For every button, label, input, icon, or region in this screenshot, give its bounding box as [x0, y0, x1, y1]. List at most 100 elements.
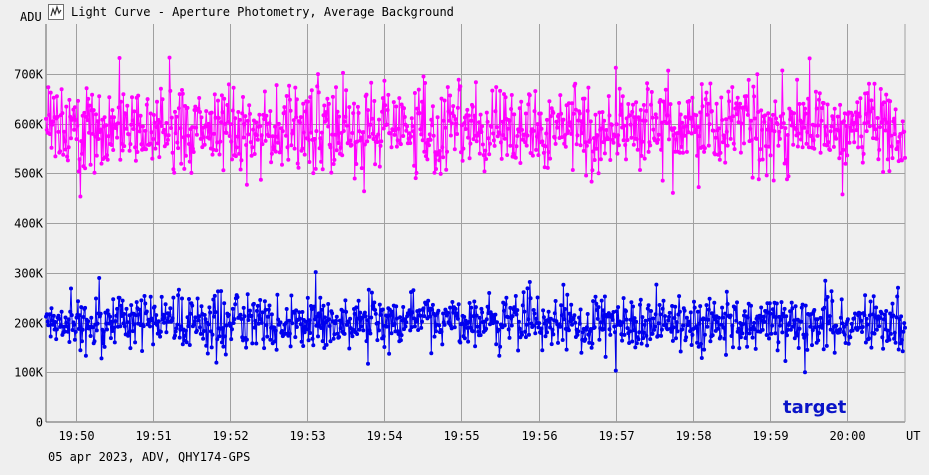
data-point — [624, 157, 628, 162]
data-point — [547, 99, 552, 104]
data-point — [725, 302, 730, 306]
data-point — [83, 305, 88, 310]
data-point — [198, 136, 203, 141]
data-point — [684, 335, 689, 340]
data-point — [665, 113, 670, 118]
data-point — [788, 117, 793, 122]
data-point — [335, 109, 340, 114]
data-point — [724, 289, 729, 294]
data-point — [670, 338, 675, 343]
data-point — [204, 343, 209, 348]
legend-label-target: target — [783, 397, 847, 418]
data-point — [458, 84, 463, 89]
data-point — [443, 125, 448, 130]
data-point — [770, 323, 775, 328]
data-point — [270, 134, 275, 139]
data-point — [736, 326, 741, 331]
data-point — [153, 146, 158, 151]
data-point — [721, 325, 726, 330]
data-point — [466, 113, 471, 118]
data-point — [334, 85, 338, 90]
data-point — [687, 99, 692, 103]
data-point — [341, 129, 346, 133]
data-point — [213, 115, 218, 120]
data-point — [284, 307, 289, 311]
data-point — [520, 303, 525, 308]
data-point — [718, 150, 723, 155]
data-point — [241, 135, 246, 140]
data-point — [342, 331, 347, 336]
data-point — [505, 153, 510, 157]
data-point — [784, 314, 789, 319]
data-point — [654, 115, 659, 120]
data-point — [140, 349, 145, 353]
data-point — [550, 327, 555, 332]
data-point — [785, 333, 789, 338]
data-point — [462, 121, 467, 126]
data-point — [141, 324, 146, 329]
data-point — [525, 133, 530, 138]
data-point — [578, 307, 583, 312]
data-point — [361, 328, 366, 333]
data-point — [548, 114, 553, 119]
data-point — [220, 326, 225, 331]
data-point — [884, 309, 889, 313]
data-point — [117, 295, 122, 300]
data-point — [756, 110, 761, 114]
data-point — [378, 312, 383, 317]
data-point — [637, 330, 642, 335]
data-point — [616, 143, 621, 148]
data-point — [849, 321, 854, 326]
data-point — [484, 157, 489, 161]
data-point — [558, 324, 563, 329]
data-point — [613, 368, 618, 373]
data-point — [501, 133, 506, 138]
data-point — [694, 324, 699, 329]
data-point — [896, 347, 901, 352]
data-point — [615, 151, 620, 156]
data-point — [301, 130, 306, 135]
data-point — [316, 72, 320, 77]
data-point — [598, 157, 603, 162]
data-point — [247, 103, 252, 108]
data-point — [439, 96, 444, 101]
data-point — [253, 318, 258, 323]
data-point — [341, 309, 345, 314]
data-point — [69, 286, 73, 291]
data-point — [868, 299, 873, 304]
data-point — [867, 81, 871, 86]
data-point — [349, 143, 354, 147]
data-point — [725, 143, 730, 148]
data-point — [603, 354, 608, 359]
data-point — [829, 289, 834, 294]
data-point — [819, 118, 824, 123]
data-point — [574, 142, 579, 147]
data-point — [752, 116, 757, 121]
data-point — [840, 192, 845, 197]
data-point — [258, 124, 263, 129]
data-point — [645, 343, 650, 348]
x-tick-label: 19:57 — [598, 429, 634, 443]
data-point — [476, 329, 481, 334]
data-point — [122, 144, 127, 149]
data-point — [431, 133, 436, 138]
data-point — [558, 93, 563, 98]
data-point — [113, 126, 118, 130]
data-point — [807, 56, 812, 61]
data-point — [848, 125, 853, 130]
data-point — [688, 310, 693, 315]
data-point — [666, 68, 671, 73]
data-point — [817, 97, 821, 102]
data-point — [229, 139, 234, 144]
data-point — [505, 126, 510, 131]
data-point — [621, 296, 626, 301]
data-point — [667, 119, 672, 124]
data-point — [590, 168, 595, 173]
data-point — [249, 153, 254, 158]
data-point — [404, 320, 409, 325]
data-point — [53, 320, 58, 324]
y-axis-label: ADU — [20, 10, 42, 24]
light-curve-app-icon[interactable] — [48, 4, 64, 20]
data-point — [289, 293, 294, 298]
data-point — [799, 305, 804, 310]
